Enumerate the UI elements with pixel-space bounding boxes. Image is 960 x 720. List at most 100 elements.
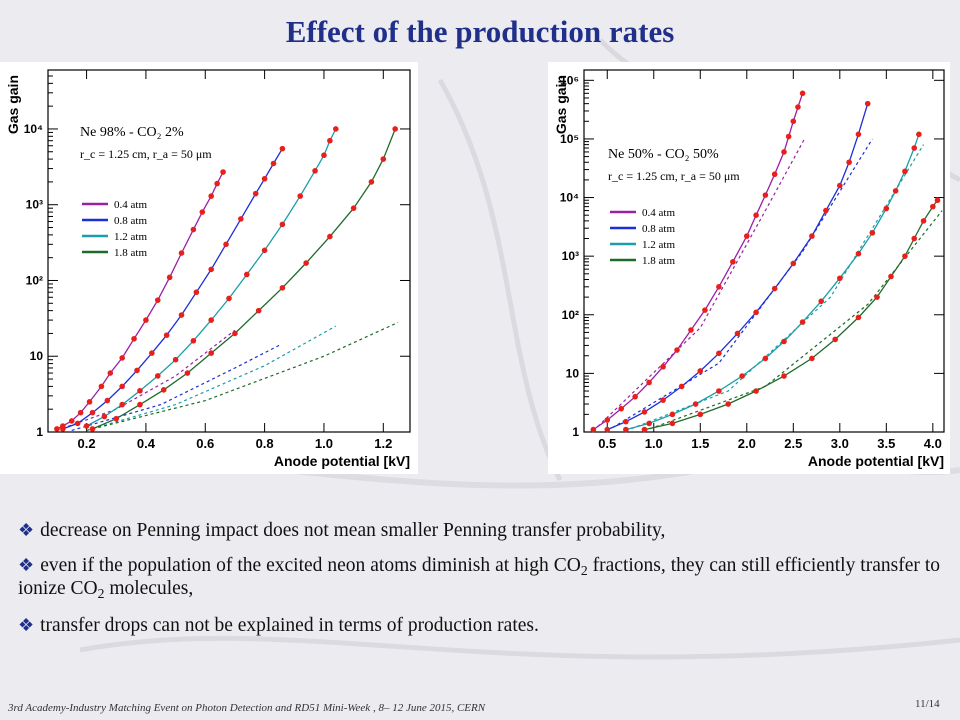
x-tick-label: 1.5 — [691, 436, 709, 451]
y-tick-label: 10² — [26, 273, 43, 287]
footer-text: 3rd Academy-Industry Matching Event on P… — [8, 702, 486, 714]
data-point — [837, 182, 843, 189]
data-point — [134, 367, 140, 374]
x-tick-label: 3.5 — [877, 436, 895, 451]
x-tick-label: 1.0 — [315, 436, 333, 451]
data-point — [154, 297, 161, 303]
data-point — [223, 241, 229, 248]
data-point — [279, 145, 286, 152]
data-point — [270, 160, 277, 167]
data-point — [321, 152, 327, 159]
data-point — [238, 216, 244, 222]
data-point — [892, 188, 899, 194]
series-line — [62, 148, 283, 430]
dashed-curve — [625, 144, 925, 432]
data-point — [623, 426, 629, 433]
data-point — [380, 156, 387, 162]
chart-annotation: Ne 50% - CO₂ 50% — [608, 147, 719, 162]
bullet-text: decrease on Penning impact does not mean… — [40, 520, 666, 541]
data-point — [119, 383, 125, 390]
data-point — [809, 233, 815, 239]
data-point — [781, 149, 787, 155]
dashed-curve — [644, 210, 943, 432]
data-point — [855, 131, 862, 138]
data-point — [934, 197, 941, 204]
data-point — [368, 179, 375, 185]
data-point — [725, 401, 731, 407]
bullet-item: ❖ even if the population of the excited n… — [18, 555, 940, 601]
data-point — [883, 205, 890, 212]
data-point — [641, 409, 648, 415]
chart-annotation: r_c = 1.25 cm, r_a = 50 μm — [80, 147, 212, 161]
data-point — [193, 289, 200, 296]
data-point — [604, 417, 611, 423]
x-tick-label: 3.0 — [831, 436, 849, 451]
data-point — [220, 169, 226, 175]
legend-label: 1.2 atm — [114, 231, 147, 243]
x-tick-label: 4.0 — [924, 436, 942, 451]
data-point — [674, 347, 680, 353]
y-tick-label: 1 — [572, 425, 579, 439]
data-point — [902, 253, 908, 259]
data-point — [172, 356, 179, 363]
data-point — [632, 393, 638, 400]
data-point — [226, 295, 232, 302]
data-point — [739, 373, 745, 379]
data-point — [920, 218, 927, 224]
data-point — [255, 307, 262, 314]
data-point — [864, 100, 871, 107]
dashed-curve — [56, 329, 236, 431]
data-point — [888, 273, 894, 280]
data-point — [160, 387, 167, 393]
data-point — [716, 350, 722, 357]
data-point — [333, 126, 339, 132]
series-line — [86, 128, 337, 427]
x-axis-label: Anode potential [kV] — [274, 453, 410, 469]
legend-label: 0.4 atm — [642, 207, 675, 219]
data-point — [781, 373, 787, 379]
data-point — [660, 363, 666, 370]
legend-label: 0.8 atm — [114, 215, 147, 227]
legend-label: 1.8 atm — [642, 255, 675, 267]
data-point — [762, 192, 769, 198]
data-point — [604, 426, 611, 433]
data-point — [734, 330, 741, 337]
y-axis-label: Gas gain — [5, 75, 21, 134]
data-point — [244, 271, 250, 278]
right-chart-plot: 0.5 1.0 1.5 2.0 2.5 3.0 3.5 4.0 1 10 10² 10³ 10⁴ 10⁵ 1… — [553, 69, 945, 469]
data-point — [762, 355, 769, 362]
data-point — [89, 409, 96, 416]
dashed-curve — [592, 138, 806, 432]
data-point — [799, 319, 806, 325]
data-point — [119, 355, 125, 361]
x-tick-label: 1.2 — [374, 436, 392, 451]
left-chart-plot: 0.2 0.4 0.6 0.8 1.0 1.2 1 10 10² 10³ 10⁴ Anode pote… — [5, 69, 411, 469]
data-point — [697, 368, 704, 374]
y-tick-label: 10⁴ — [24, 122, 43, 136]
data-point — [795, 104, 801, 110]
data-point — [178, 312, 185, 318]
plot-frame — [583, 69, 945, 433]
data-point — [846, 159, 852, 166]
x-tick-label: 1.0 — [645, 436, 663, 451]
data-point — [837, 275, 843, 282]
data-point — [327, 137, 333, 144]
y-axis-label: Gas gain — [553, 75, 569, 134]
page-number: 11/14 — [915, 698, 940, 710]
data-point — [823, 207, 829, 214]
legend-label: 1.2 atm — [642, 239, 675, 251]
data-point — [869, 230, 876, 236]
dashed-curve — [86, 325, 337, 431]
data-point — [119, 401, 125, 408]
data-point — [86, 399, 93, 405]
data-point — [669, 411, 676, 418]
data-point — [730, 259, 736, 265]
subscript: 2 — [580, 563, 588, 579]
data-point — [660, 397, 666, 403]
data-point — [688, 327, 694, 333]
data-point — [163, 332, 170, 338]
data-point — [618, 405, 625, 412]
data-point — [279, 221, 286, 228]
data-point — [771, 285, 778, 292]
data-point — [312, 168, 318, 174]
